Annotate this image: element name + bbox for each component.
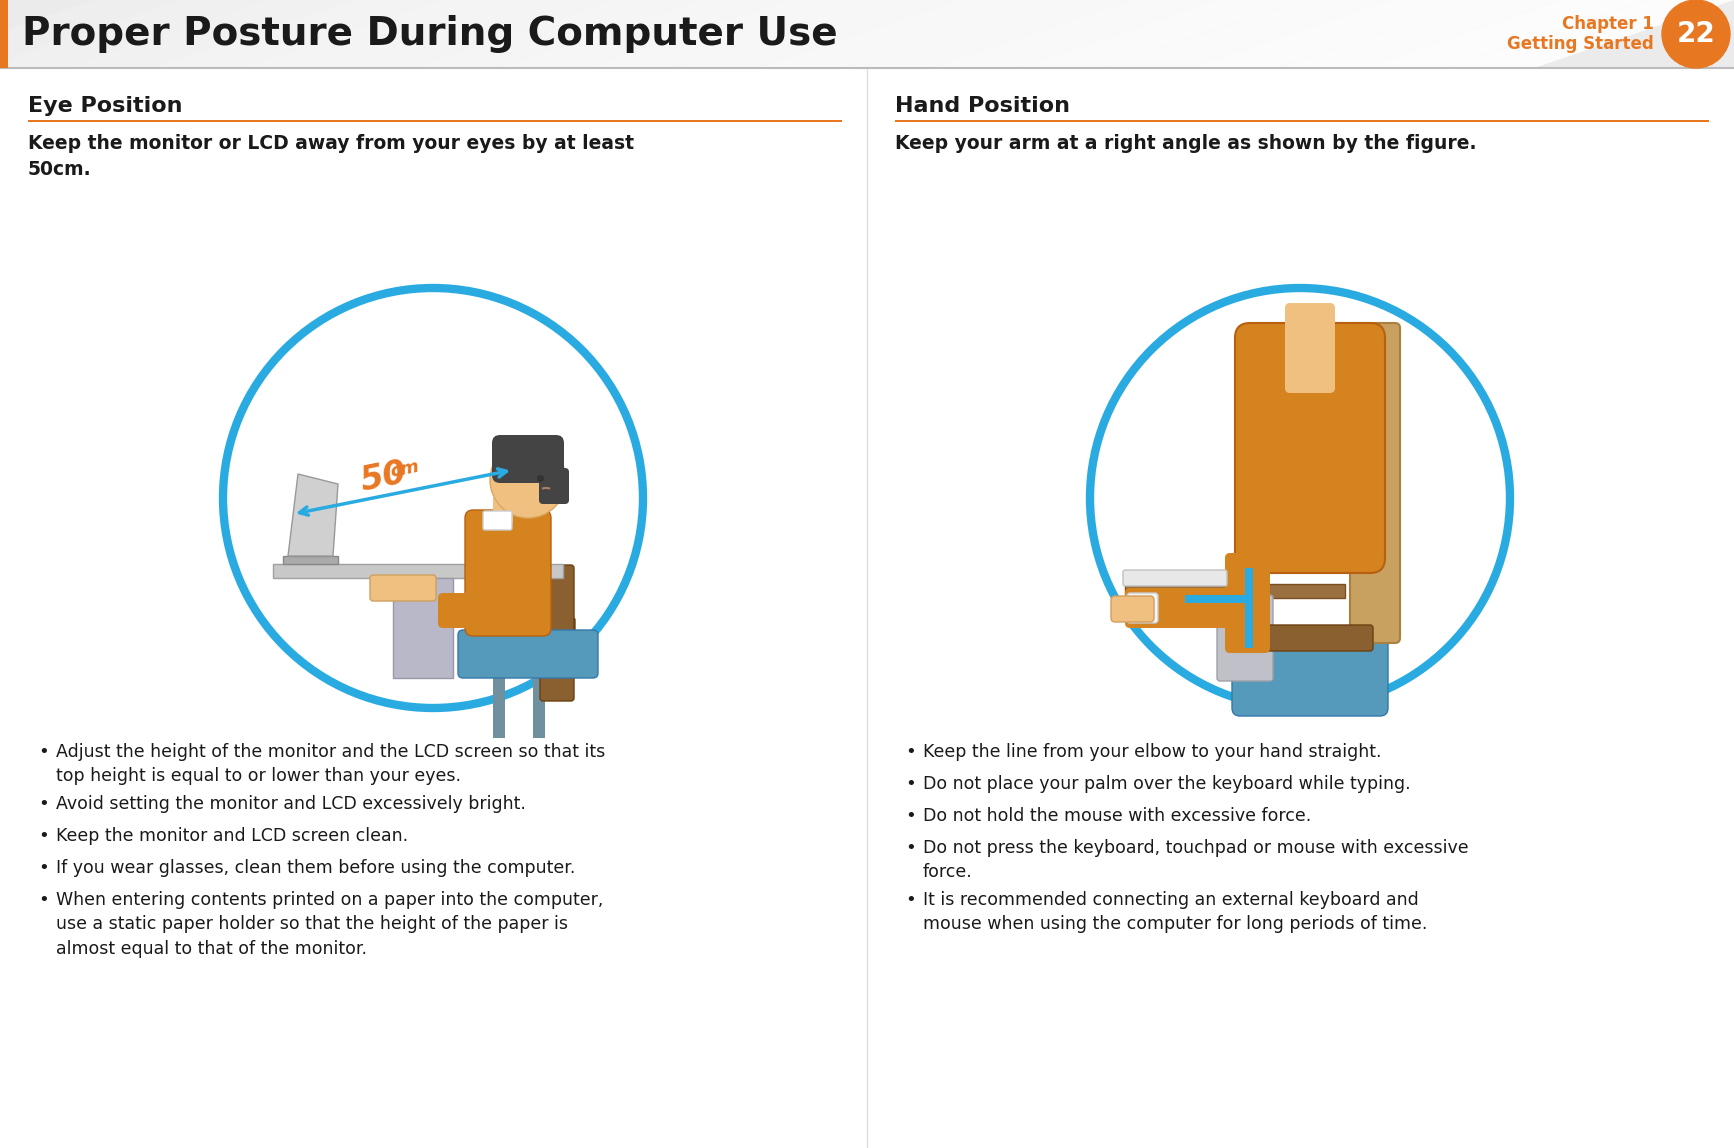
- Bar: [1184, 595, 1254, 603]
- FancyBboxPatch shape: [1125, 588, 1250, 628]
- Text: When entering contents printed on a paper into the computer,
use a static paper : When entering contents printed on a pape…: [55, 891, 603, 957]
- Circle shape: [224, 288, 643, 708]
- FancyBboxPatch shape: [492, 435, 564, 483]
- Polygon shape: [929, 0, 1216, 68]
- Text: •: •: [905, 807, 916, 825]
- Polygon shape: [671, 0, 957, 68]
- Text: •: •: [38, 796, 49, 813]
- Circle shape: [1091, 288, 1510, 708]
- Text: Do not hold the mouse with excessive force.: Do not hold the mouse with excessive for…: [922, 807, 1311, 825]
- Text: •: •: [38, 743, 49, 761]
- Text: •: •: [38, 859, 49, 877]
- Bar: [28, 119, 843, 122]
- Bar: [1245, 568, 1254, 647]
- Text: If you wear glasses, clean them before using the computer.: If you wear glasses, clean them before u…: [55, 859, 576, 877]
- Text: Do not press the keyboard, touchpad or mouse with excessive
force.: Do not press the keyboard, touchpad or m…: [922, 839, 1469, 882]
- FancyBboxPatch shape: [439, 594, 486, 628]
- Bar: [394, 577, 453, 678]
- Text: •: •: [905, 891, 916, 909]
- Text: Do not place your palm over the keyboard while typing.: Do not place your palm over the keyboard…: [922, 775, 1411, 793]
- Polygon shape: [1103, 0, 1389, 68]
- Polygon shape: [288, 474, 338, 556]
- Polygon shape: [844, 0, 1131, 68]
- Polygon shape: [413, 0, 699, 68]
- Text: 50: 50: [357, 456, 409, 498]
- Polygon shape: [326, 0, 612, 68]
- FancyBboxPatch shape: [539, 565, 574, 701]
- Polygon shape: [584, 0, 870, 68]
- Text: Keep the monitor and LCD screen clean.: Keep the monitor and LCD screen clean.: [55, 827, 407, 845]
- Bar: [1125, 584, 1346, 598]
- FancyBboxPatch shape: [1127, 594, 1158, 623]
- FancyBboxPatch shape: [472, 618, 576, 639]
- Bar: [0, 0, 1734, 68]
- Bar: [532, 638, 544, 738]
- Text: Avoid setting the monitor and LCD excessively bright.: Avoid setting the monitor and LCD excess…: [55, 796, 525, 813]
- FancyBboxPatch shape: [369, 575, 435, 602]
- Polygon shape: [239, 0, 525, 68]
- Text: •: •: [905, 743, 916, 761]
- Text: Keep your arm at a right angle as shown by the figure.: Keep your arm at a right angle as shown …: [895, 134, 1476, 153]
- Text: •: •: [38, 827, 49, 845]
- FancyBboxPatch shape: [539, 468, 569, 504]
- Polygon shape: [1274, 0, 1561, 68]
- Bar: [0, 0, 9, 68]
- FancyBboxPatch shape: [465, 510, 551, 636]
- Text: Getting Started: Getting Started: [1507, 34, 1654, 53]
- Polygon shape: [153, 0, 439, 68]
- Text: 22: 22: [1677, 20, 1715, 48]
- Polygon shape: [1190, 0, 1476, 68]
- FancyBboxPatch shape: [1285, 303, 1335, 393]
- FancyBboxPatch shape: [1111, 596, 1155, 622]
- Text: •: •: [38, 891, 49, 909]
- Text: Chapter 1: Chapter 1: [1562, 15, 1654, 33]
- Polygon shape: [498, 0, 786, 68]
- FancyBboxPatch shape: [458, 630, 598, 678]
- FancyBboxPatch shape: [1235, 323, 1385, 573]
- Bar: [895, 119, 1710, 122]
- Text: Keep the monitor or LCD away from your eyes by at least
50cm.: Keep the monitor or LCD away from your e…: [28, 134, 635, 179]
- FancyBboxPatch shape: [484, 511, 512, 530]
- Text: •: •: [905, 839, 916, 858]
- Polygon shape: [0, 0, 267, 68]
- FancyBboxPatch shape: [1217, 595, 1273, 681]
- Bar: [272, 564, 564, 577]
- Polygon shape: [0, 0, 180, 68]
- Polygon shape: [1016, 0, 1302, 68]
- Polygon shape: [1448, 0, 1734, 68]
- Text: It is recommended connecting an external keyboard and
mouse when using the compu: It is recommended connecting an external…: [922, 891, 1427, 933]
- Polygon shape: [68, 0, 354, 68]
- Text: Eye Position: Eye Position: [28, 96, 182, 116]
- FancyBboxPatch shape: [1257, 625, 1373, 651]
- Text: Keep the line from your elbow to your hand straight.: Keep the line from your elbow to your ha…: [922, 743, 1382, 761]
- FancyBboxPatch shape: [1231, 635, 1387, 716]
- Text: cm: cm: [388, 457, 421, 481]
- Polygon shape: [758, 0, 1044, 68]
- Text: Proper Posture During Computer Use: Proper Posture During Computer Use: [23, 15, 838, 53]
- Polygon shape: [1361, 0, 1647, 68]
- FancyBboxPatch shape: [1351, 323, 1399, 643]
- Text: •: •: [905, 775, 916, 793]
- Text: Adjust the height of the monitor and the LCD screen so that its
top height is eq: Adjust the height of the monitor and the…: [55, 743, 605, 785]
- FancyBboxPatch shape: [1224, 553, 1269, 653]
- Bar: [492, 498, 513, 523]
- Circle shape: [491, 442, 565, 518]
- Circle shape: [1661, 0, 1731, 68]
- FancyBboxPatch shape: [1124, 571, 1228, 585]
- Text: Hand Position: Hand Position: [895, 96, 1070, 116]
- Bar: [492, 638, 505, 738]
- Bar: [283, 556, 338, 564]
